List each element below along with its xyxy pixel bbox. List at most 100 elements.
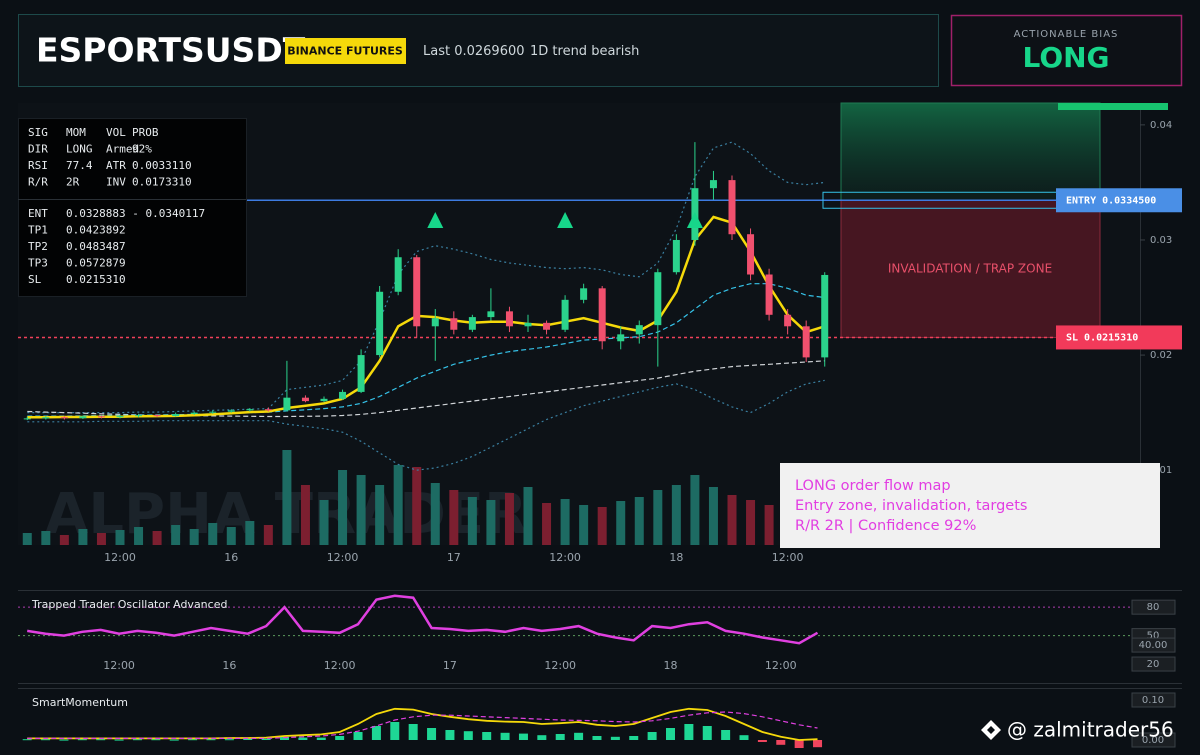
y-tick-label: 0.00 xyxy=(1142,735,1164,746)
candle-body xyxy=(728,180,736,235)
candle-body xyxy=(431,318,439,327)
volume-bar xyxy=(319,500,329,545)
volume-bar xyxy=(282,450,292,545)
y-tick-label: 40.00 xyxy=(1139,640,1168,651)
momentum-bar xyxy=(335,736,345,740)
info-cell: 0.0215310 xyxy=(66,273,126,286)
info-table xyxy=(18,118,247,297)
x-tick-label: 16 xyxy=(224,551,238,564)
info-cell: 0.0033110 xyxy=(132,159,192,172)
momentum-bar xyxy=(555,734,565,740)
candle-body xyxy=(654,272,662,326)
info-cell: 0.0483487 xyxy=(66,240,126,253)
volume-bar xyxy=(393,465,403,545)
x-tick-label: 12:00 xyxy=(772,551,804,564)
handle-watermark: @ zalmitrader56 xyxy=(1007,718,1174,742)
momentum-bar xyxy=(151,739,161,741)
volume-bar xyxy=(245,521,255,545)
candle-body xyxy=(468,317,476,330)
candle-body xyxy=(283,397,291,411)
bias-label: ACTIONABLE BIAS xyxy=(1014,29,1119,40)
volume-bar xyxy=(671,485,681,545)
info-cell: 0.0423892 xyxy=(66,224,126,237)
volume-bar xyxy=(764,505,774,545)
volume-bar xyxy=(189,529,199,545)
volume-bar xyxy=(375,485,385,545)
volume-bar xyxy=(634,497,644,545)
volume-bar xyxy=(226,527,236,545)
momentum-bar xyxy=(757,740,767,742)
momentum-bar xyxy=(629,736,639,740)
handle-logo xyxy=(981,720,1001,740)
x-tick-label: 18 xyxy=(663,659,677,672)
candle-body xyxy=(23,418,31,420)
momentum-bar xyxy=(684,724,694,740)
overlay-line xyxy=(27,379,825,471)
info-cell: 2R xyxy=(66,176,80,189)
candle-body xyxy=(190,412,198,415)
volume-bar xyxy=(746,500,756,545)
front-layer: 12:00 16 12:00 17 12:00 18 12:00 ENTRY 0.033450… xyxy=(18,118,1182,748)
target-bar xyxy=(1058,103,1168,110)
volume-bar xyxy=(560,499,570,545)
volume-bar xyxy=(467,497,477,545)
info-cell: 0.0328883 - 0.0340117 xyxy=(66,207,205,220)
y-tick-label: 0.10 xyxy=(1142,695,1164,706)
x-tick-label: 12:00 xyxy=(765,659,797,672)
volume-bar xyxy=(22,533,32,545)
y-tick-box xyxy=(1131,637,1176,653)
volume-bar xyxy=(96,533,106,545)
momentum-bar xyxy=(371,726,381,740)
y-tick-label: 50 xyxy=(1147,631,1160,642)
candle-body xyxy=(413,257,421,327)
momentum-bar xyxy=(188,739,198,741)
info-cell: 77.4 xyxy=(66,159,93,172)
momentum-bar xyxy=(592,736,602,740)
info-cell: ENT xyxy=(28,207,48,220)
x-tick-label: 12:00 xyxy=(549,551,581,564)
x-tick-label: 12:00 xyxy=(324,659,356,672)
y-tick-box xyxy=(1131,692,1176,708)
volume-bar xyxy=(727,495,737,545)
momentum-bar xyxy=(224,739,234,741)
momentum-bar xyxy=(353,732,363,740)
candle-body xyxy=(672,239,680,273)
info-cell: PROB xyxy=(132,126,159,139)
info-cell: VOL xyxy=(106,126,126,139)
volume-bar xyxy=(449,490,459,545)
x-tick-label: 12:00 xyxy=(544,659,576,672)
momentum-bar xyxy=(574,732,584,740)
info-cell: 92% xyxy=(132,143,152,156)
entry-tag-label: ENTRY 0.0334500 xyxy=(1066,195,1156,206)
volume-bar xyxy=(338,470,348,545)
note-line: Entry zone, invalidation, targets xyxy=(795,498,1027,514)
volume-bar xyxy=(486,500,496,545)
info-cell: INV xyxy=(106,176,126,189)
x-tick-label: 18 xyxy=(669,551,683,564)
info-cell: SL xyxy=(28,273,42,286)
y-tick-label: 80 xyxy=(1147,602,1160,613)
momentum-bar xyxy=(463,731,473,740)
momentum-bar xyxy=(316,737,326,740)
exchange: BINANCE FUTURES xyxy=(287,45,403,58)
candle-body xyxy=(617,334,625,342)
volume-bar xyxy=(78,529,88,545)
momentum-bar xyxy=(776,740,786,745)
candle-body xyxy=(784,314,792,327)
volume-bar xyxy=(208,523,218,545)
y-tick-label: 0.02 xyxy=(1150,350,1172,361)
candle-body xyxy=(153,415,161,417)
momentum-bar xyxy=(298,737,308,740)
candle-body xyxy=(246,409,254,411)
candle-body xyxy=(580,288,588,300)
candle-body xyxy=(116,416,124,418)
stop-tag-label: SL 0.0215310 xyxy=(1066,332,1138,343)
candle-body xyxy=(543,322,551,330)
header-box xyxy=(18,14,939,87)
stop-tag xyxy=(1056,325,1182,350)
y-tick-label: 20 xyxy=(1147,659,1160,670)
momentum-bar xyxy=(41,739,51,741)
info-cell: ATR xyxy=(106,159,126,172)
momentum-bar xyxy=(22,739,32,741)
candle-body xyxy=(524,322,532,327)
